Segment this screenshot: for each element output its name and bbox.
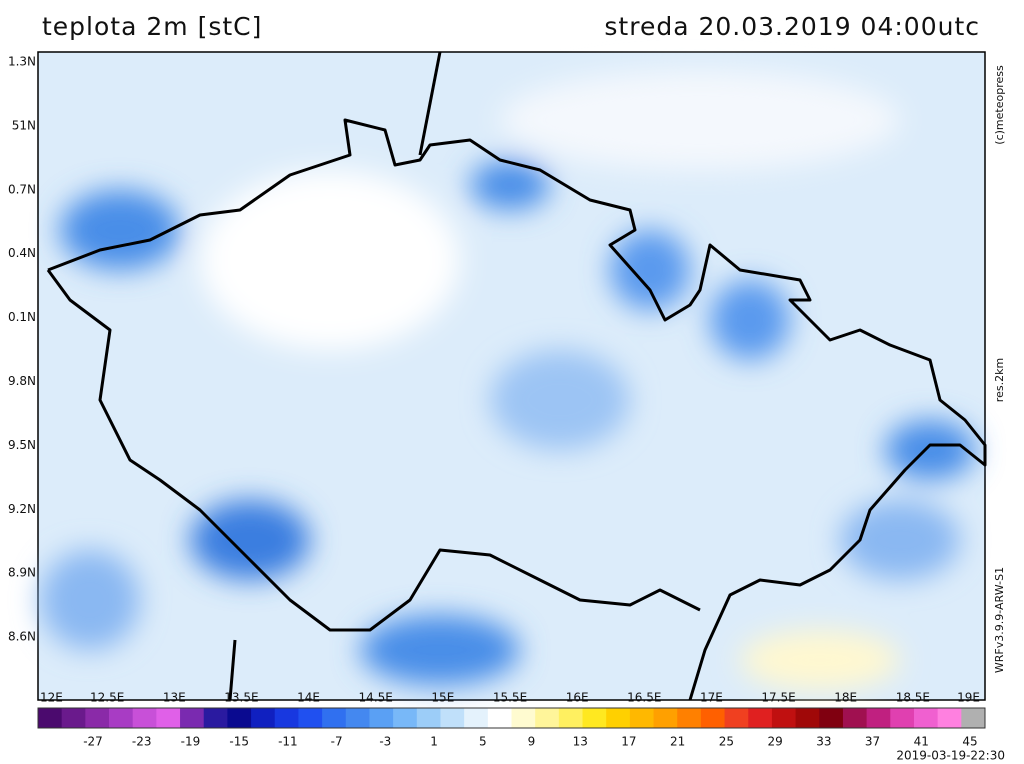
colorbar-cell	[748, 708, 773, 728]
colorbar-cell	[629, 708, 655, 728]
colorbar-cell	[416, 708, 441, 728]
copyright: (c)meteopress	[993, 65, 1006, 145]
model: WRFv3.9.9-ARW-S1	[993, 567, 1006, 673]
x-label: 17E	[700, 691, 723, 705]
colorbar-label: 17	[621, 735, 636, 749]
y-label: 0.7N	[8, 182, 36, 196]
colorbar-cell	[700, 708, 726, 728]
colorbar-label: 37	[865, 735, 880, 749]
y-label: 9.2N	[8, 502, 36, 516]
colorbar-cell	[298, 708, 323, 728]
colorbar-cell	[511, 708, 536, 728]
colorbar-label: 41	[914, 735, 929, 749]
colorbar-cell	[464, 708, 489, 728]
colorbar: -27 -23 -19 -15 -11 -7 -3 1 5 9 13 17 21 25 29 33 37 41 45	[37, 707, 986, 749]
colorbar-cell	[890, 708, 915, 728]
x-label: 13.5E	[224, 691, 258, 705]
x-label: 12E	[40, 691, 63, 705]
x-label: 15E	[431, 691, 454, 705]
y-label: 0.4N	[8, 246, 36, 260]
colorbar-cell	[440, 708, 465, 728]
colorbar-cell	[653, 708, 678, 728]
colorbar-label: -15	[229, 735, 249, 749]
colorbar-cell	[582, 708, 607, 728]
colorbar-cell	[795, 708, 820, 728]
field	[40, 70, 975, 690]
colorbar-cell	[109, 708, 134, 728]
x-label: 16.5E	[627, 691, 661, 705]
colorbar-label: 33	[816, 735, 831, 749]
colorbar-cell	[203, 708, 228, 728]
resolution: res.2km	[993, 358, 1006, 402]
colorbar-cell	[677, 708, 702, 728]
colorbar-label: 45	[962, 735, 977, 749]
colorbar-cell	[606, 708, 631, 728]
run-time: 2019-03-19-22:30	[896, 749, 1005, 763]
y-label: 51N	[12, 118, 36, 132]
colorbar-cell	[180, 708, 205, 728]
colorbar-cell	[535, 708, 560, 728]
colorbar-cell	[819, 708, 844, 728]
colorbar-cell	[227, 708, 252, 728]
x-label: 16E	[566, 691, 589, 705]
colorbar-cell	[251, 708, 276, 728]
colorbar-label: 9	[528, 735, 536, 749]
colorbar-cell	[38, 708, 63, 728]
colorbar-label: 5	[479, 735, 487, 749]
colorbar-cell	[61, 708, 86, 728]
y-label: 9.5N	[8, 438, 36, 452]
colorbar-label: -27	[83, 735, 103, 749]
x-label: 18E	[834, 691, 857, 705]
colorbar-label: -23	[132, 735, 152, 749]
colorbar-cell	[937, 708, 962, 728]
x-label: 17.5E	[761, 691, 795, 705]
y-label: 8.9N	[8, 566, 36, 580]
x-label: 19E	[957, 691, 980, 705]
colorbar-label: 13	[573, 735, 588, 749]
y-label: 8.6N	[8, 630, 36, 644]
colorbar-cell	[156, 708, 181, 728]
date: streda 20.03.2019 04:00utc	[604, 12, 980, 41]
colorbar-cell	[393, 708, 418, 728]
colorbar-cell	[345, 708, 370, 728]
colorbar-label: -7	[331, 735, 343, 749]
colorbar-label: 29	[767, 735, 782, 749]
colorbar-label: -11	[278, 735, 298, 749]
x-label: 13E	[163, 691, 186, 705]
x-label: 12.5E	[90, 691, 124, 705]
x-label: 14E	[297, 691, 320, 705]
colorbar-cell	[132, 708, 157, 728]
colorbar-label: -3	[379, 735, 391, 749]
colorbar-cell	[558, 708, 584, 728]
map	[37, 51, 987, 701]
colorbar-cell	[961, 708, 986, 728]
x-label: 18.5E	[896, 691, 930, 705]
colorbar-cell	[369, 708, 394, 728]
border	[46, 51, 987, 701]
y-label: 0.1N	[8, 310, 36, 324]
x-label: 14.5E	[359, 691, 393, 705]
x-label: 15.5E	[493, 691, 527, 705]
colorbar-label: 21	[670, 735, 685, 749]
title: teplota 2m [stC]	[42, 12, 262, 41]
colorbar-frame	[37, 707, 986, 729]
colorbar-cell	[487, 708, 512, 728]
colorbar-cell	[274, 708, 299, 728]
colorbar-cell	[85, 708, 110, 728]
y-label: 1.3N	[8, 55, 36, 69]
colorbar-cell	[322, 708, 347, 728]
colorbar-label: -19	[181, 735, 201, 749]
colorbar-cell	[724, 708, 749, 728]
colorbar-label: 25	[719, 735, 734, 749]
colorbar-cell	[842, 708, 868, 728]
colorbar-cell	[771, 708, 797, 728]
colorbar-cell	[866, 708, 891, 728]
y-label: 9.8N	[8, 374, 36, 388]
colorbar-cell	[913, 708, 939, 728]
colorbar-label: 1	[430, 735, 438, 749]
